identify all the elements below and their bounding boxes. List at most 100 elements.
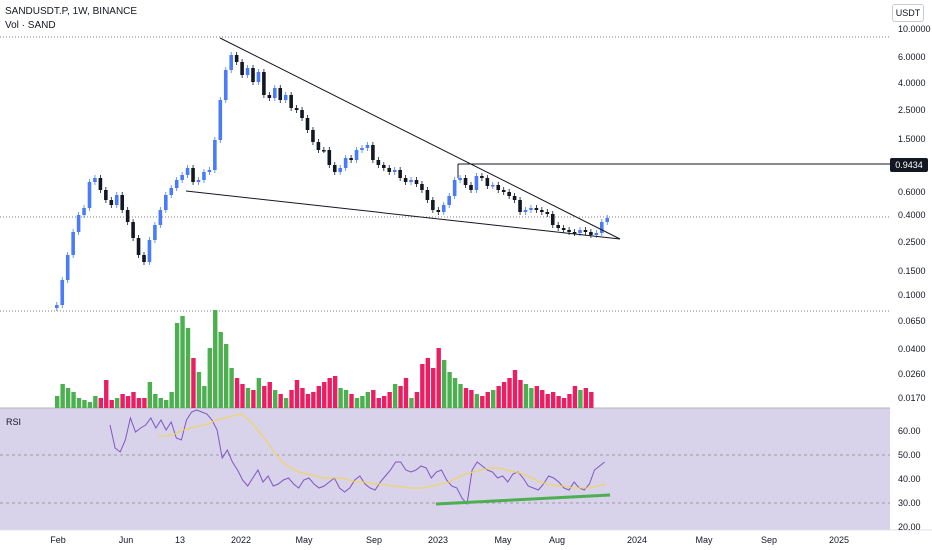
volume-bar bbox=[365, 392, 371, 408]
volume-bar bbox=[125, 396, 131, 408]
volume-bar bbox=[256, 378, 262, 408]
wedge-upper-trendline[interactable] bbox=[219, 37, 621, 240]
volume-indicator-label[interactable]: Vol · SAND bbox=[5, 20, 56, 31]
volume-bar bbox=[65, 388, 71, 408]
volume-bar bbox=[153, 394, 158, 408]
candle bbox=[425, 190, 430, 200]
candle bbox=[65, 255, 70, 280]
volume-bar bbox=[82, 400, 87, 408]
candle bbox=[114, 195, 119, 205]
volume-bar bbox=[371, 390, 376, 408]
candle bbox=[507, 192, 511, 196]
volume-bar bbox=[305, 394, 311, 408]
price-tick-label: 0.1000 bbox=[898, 290, 926, 300]
volume-bar bbox=[376, 398, 381, 408]
candle bbox=[561, 228, 566, 230]
candle bbox=[60, 280, 65, 305]
candle bbox=[278, 88, 283, 100]
price-tag: 0.9434 bbox=[890, 158, 928, 172]
volume-bar bbox=[431, 368, 436, 408]
time-axis[interactable]: Feb Jun 13 2022 May Sep 2023 May Aug 2024 May Sep 20… bbox=[50, 535, 849, 545]
volume-bar bbox=[420, 364, 425, 408]
volume-bar bbox=[398, 386, 403, 408]
candle bbox=[349, 158, 353, 160]
volume-bar bbox=[207, 348, 212, 408]
candle bbox=[338, 168, 342, 172]
symbol-title[interactable]: SANDUSDT.P, 1W, BINANCE bbox=[5, 6, 138, 17]
volume-bar bbox=[136, 398, 142, 408]
candle bbox=[147, 240, 152, 262]
volume-bar bbox=[142, 398, 147, 408]
rsi-moving-average bbox=[158, 413, 607, 489]
candle bbox=[360, 148, 364, 150]
time-tick-label: Sep bbox=[761, 535, 777, 545]
volume-bar bbox=[169, 392, 174, 408]
volume-bar bbox=[360, 396, 365, 408]
candle bbox=[583, 230, 588, 232]
time-tick-label: Sep bbox=[366, 535, 382, 545]
volume-bar bbox=[469, 390, 474, 408]
volume-bar bbox=[425, 358, 430, 408]
volume-bar bbox=[583, 388, 589, 408]
volume-bar bbox=[185, 328, 191, 408]
price-tick-label: 6.0000 bbox=[898, 52, 926, 62]
candle bbox=[420, 184, 424, 190]
currency-button[interactable]: USDT bbox=[892, 4, 924, 22]
candle bbox=[294, 108, 299, 110]
candle bbox=[234, 55, 239, 62]
volume-tick-label: 0.0650 bbox=[898, 316, 926, 326]
candle bbox=[343, 158, 348, 168]
volume-bar bbox=[452, 378, 458, 408]
candle bbox=[136, 238, 141, 255]
rsi-tick-label: 30.00 bbox=[898, 498, 921, 508]
volume-bar bbox=[223, 344, 229, 408]
candle bbox=[316, 142, 321, 150]
candle bbox=[605, 218, 610, 222]
volume-bar bbox=[120, 394, 125, 408]
volume-bar bbox=[213, 310, 218, 408]
candle bbox=[447, 196, 451, 205]
volume-bar bbox=[180, 316, 185, 408]
wedge-lower-trendline[interactable] bbox=[185, 190, 621, 240]
volume-bar bbox=[278, 394, 283, 408]
volume-bar bbox=[507, 378, 512, 408]
volume-bar bbox=[567, 394, 572, 408]
volume-bar bbox=[578, 390, 583, 408]
volume-bar bbox=[294, 380, 300, 408]
rsi-label[interactable]: RSI bbox=[6, 417, 22, 427]
volume-bar bbox=[491, 390, 496, 408]
rsi-divergence-line[interactable] bbox=[435, 493, 611, 506]
time-tick-label: May bbox=[494, 535, 512, 545]
candle bbox=[207, 170, 212, 172]
volume-bar bbox=[245, 388, 251, 408]
price-tick-label: 10.0000 bbox=[898, 24, 931, 34]
candle bbox=[529, 208, 533, 210]
price-axis[interactable]: 10.0000 6.0000 4.0000 2.5000 1.5000 0.6000 0.4… bbox=[898, 24, 931, 300]
candle bbox=[311, 130, 315, 142]
rsi-tick-label: 60.00 bbox=[898, 426, 921, 436]
time-tick-label: 2025 bbox=[829, 535, 849, 545]
candle bbox=[273, 88, 277, 98]
volume-axis: 0.0650 0.0400 0.0260 0.0170 bbox=[898, 316, 926, 403]
volume-bar bbox=[218, 332, 223, 408]
volume-bar bbox=[458, 384, 463, 408]
volume-tick-label: 0.0170 bbox=[898, 393, 926, 403]
candle bbox=[556, 225, 560, 228]
candle bbox=[76, 215, 81, 232]
candle bbox=[589, 232, 593, 235]
price-tick-label: 2.5000 bbox=[898, 105, 926, 115]
volume-bar bbox=[556, 396, 561, 408]
candle bbox=[305, 118, 310, 130]
volume-bar bbox=[147, 382, 153, 408]
candle bbox=[164, 195, 168, 210]
volume-bar bbox=[572, 386, 578, 408]
volume-bar bbox=[382, 396, 387, 408]
volume-bar bbox=[114, 398, 120, 408]
candle bbox=[436, 210, 441, 212]
candle bbox=[267, 95, 272, 98]
volume-bar bbox=[131, 392, 136, 408]
volume-bar bbox=[414, 392, 420, 408]
candle bbox=[376, 160, 381, 165]
rsi-line bbox=[109, 409, 606, 506]
